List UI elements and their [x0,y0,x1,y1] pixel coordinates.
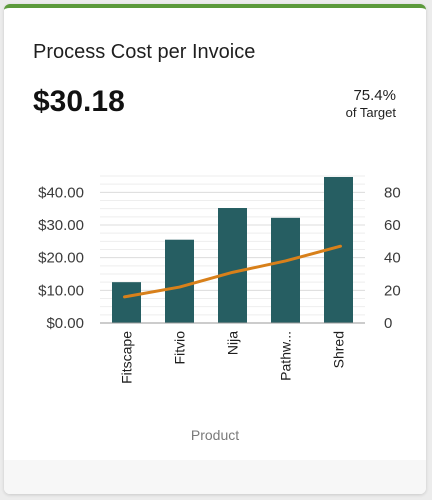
card-title: Process Cost per Invoice [33,41,256,63]
y-right-tick-label: 60 [384,217,401,234]
x-category-label: Fitscape [119,331,135,384]
kpi-value: $30.18 [33,85,125,118]
x-axis-title: Product [191,427,239,443]
y-right-tick-label: 20 [384,282,401,299]
y-left-tick-label: $20.00 [38,250,84,267]
bar [271,217,300,323]
y-left-tick-label: $10.00 [38,282,84,299]
y-left-tick-label: $40.00 [38,184,84,201]
x-category-label: Pathw... [278,331,294,381]
x-category-label: Nija [225,331,241,355]
card-footer [4,460,426,494]
y-right-tick-label: 0 [384,315,392,332]
y-left-tick-label: $0.00 [46,315,84,332]
bar [112,282,141,323]
target-block: 75.4% of Target [346,87,396,121]
bar [165,239,194,323]
target-percent: 75.4% [353,87,396,104]
bar [218,208,247,323]
series-line [123,244,342,299]
y-right-tick-label: 40 [384,250,401,267]
x-category-label: Shred [331,331,347,368]
x-category-label: Fitvio [172,331,188,365]
target-label: of Target [345,105,396,120]
y-right-tick-label: 80 [384,184,401,201]
y-left-tick-label: $30.00 [38,217,84,234]
